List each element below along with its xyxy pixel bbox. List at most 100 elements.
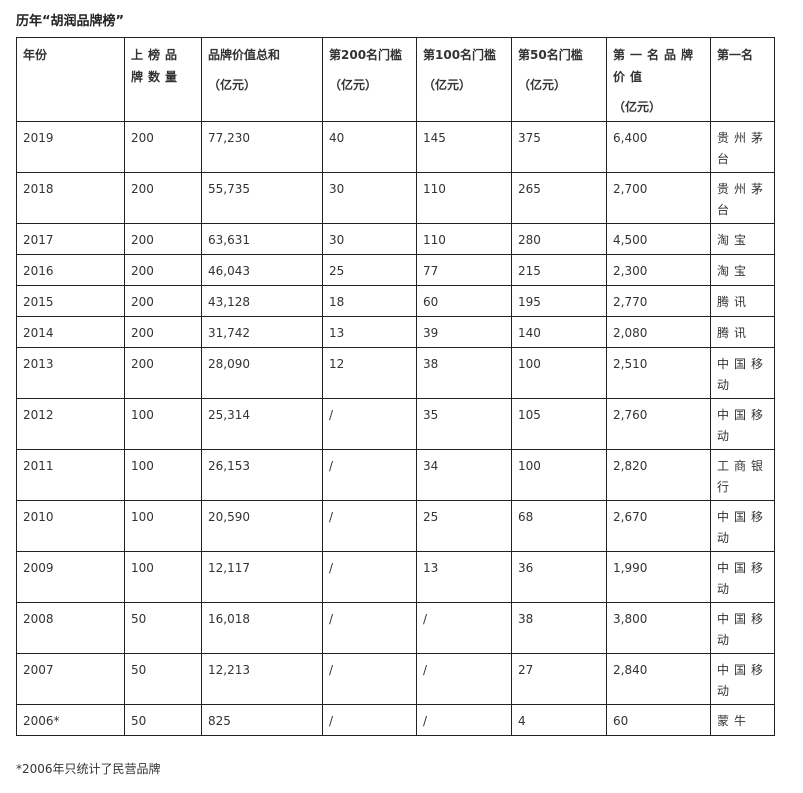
header-unit: （亿元） (208, 78, 257, 92)
table-cell: 2018 (16, 172, 125, 224)
table-cell: 38 (511, 602, 607, 654)
table-cell: 2006* (16, 704, 125, 736)
table-cell: 200 (124, 172, 202, 224)
table-cell: / (322, 398, 417, 450)
table-cell: 18 (322, 285, 417, 317)
table-row: 2006* 50 825//4 60 蒙牛 (16, 704, 775, 736)
table-cell: 28,090 (201, 347, 323, 399)
table-cell: 200 (124, 254, 202, 286)
table-cell: 280 (511, 223, 607, 255)
table-cell: 105 (511, 398, 607, 450)
table-cell: 2,840 (606, 653, 711, 705)
table-cell: 6,400 (606, 121, 711, 173)
table-cell: 110 (416, 172, 512, 224)
table-cell: 2014 (16, 316, 125, 348)
table-cell: 2010 (16, 500, 125, 552)
column-header: 品牌价值总和 （亿元） (201, 37, 323, 122)
column-header: 年份 (16, 37, 125, 122)
table-cell: 25 (416, 500, 512, 552)
header-label: 第一名 (717, 48, 754, 62)
table-cell: 825 (201, 704, 323, 736)
table-cell: 中国移动 (710, 347, 775, 399)
table-cell: 2,510 (606, 347, 711, 399)
header-label: 上榜品牌数量 (131, 48, 183, 84)
table-row: 2014 200 31,742 13 39 140 2,080 腾讯 (16, 316, 775, 348)
table-cell: 50 (124, 602, 202, 654)
page-title: 历年“胡润品牌榜” (16, 14, 125, 29)
header-label: 第一名品牌价值 (613, 48, 699, 84)
table-cell: 2008 (16, 602, 125, 654)
table-cell: 25 (322, 254, 417, 286)
table-row: 2009 100 12,117/13 36 1,990 中国移动 (16, 551, 775, 603)
table-cell: 蒙牛 (710, 704, 775, 736)
table-cell: 2,670 (606, 500, 711, 552)
table-cell: 腾讯 (710, 285, 775, 317)
table-row: 2013 200 28,090 12 38 100 2,510 中国移动 (16, 347, 775, 399)
header-unit: （亿元） (329, 78, 378, 92)
table-cell: 2017 (16, 223, 125, 255)
table-cell: 100 (124, 449, 202, 501)
table-cell: 375 (511, 121, 607, 173)
table-cell: 60 (606, 704, 711, 736)
table-cell: 4,500 (606, 223, 711, 255)
table-cell: 50 (124, 704, 202, 736)
column-header: 第100名门槛 （亿元） (416, 37, 512, 122)
table-cell: / (322, 449, 417, 501)
table-row: 2019 200 77,230 40 145 375 6,400 贵州茅台 (16, 121, 775, 173)
table-cell: 中国移动 (710, 653, 775, 705)
table-cell: 13 (416, 551, 512, 603)
table-cell: 4 (511, 704, 607, 736)
table-cell: 50 (124, 653, 202, 705)
table-cell: / (322, 602, 417, 654)
table-cell: 12,213 (201, 653, 323, 705)
table-cell: 12 (322, 347, 417, 399)
table-cell: 145 (416, 121, 512, 173)
table-cell: 36 (511, 551, 607, 603)
table-cell: 1,990 (606, 551, 711, 603)
table-cell: 25,314 (201, 398, 323, 450)
table-cell: 中国移动 (710, 551, 775, 603)
table-cell: 2016 (16, 254, 125, 286)
column-header: 第50名门槛 （亿元） (511, 37, 607, 122)
footnote: *2006年只统计了民营品牌 (16, 762, 161, 776)
table-cell: 2012 (16, 398, 125, 450)
table-cell: 39 (416, 316, 512, 348)
table-cell: 中国移动 (710, 500, 775, 552)
header-label: 第200名门槛 (329, 48, 403, 62)
table-cell: 100 (511, 449, 607, 501)
table-cell: 13 (322, 316, 417, 348)
table-cell: 200 (124, 223, 202, 255)
table-cell: 27 (511, 653, 607, 705)
table-cell: 100 (511, 347, 607, 399)
table-row: 2018 200 55,735 30 110 265 2,700 贵州茅台 (16, 172, 775, 224)
table-cell: / (322, 500, 417, 552)
table-cell: 77,230 (201, 121, 323, 173)
table-cell: 35 (416, 398, 512, 450)
column-header: 第200名门槛 （亿元） (322, 37, 417, 122)
table-cell: 215 (511, 254, 607, 286)
table-cell: 200 (124, 121, 202, 173)
table-cell: 淘宝 (710, 254, 775, 286)
table-cell: 2,300 (606, 254, 711, 286)
table-cell: 140 (511, 316, 607, 348)
table-row: 2011 100 26,153/34 100 2,820 工商银行 (16, 449, 775, 501)
table-cell: 31,742 (201, 316, 323, 348)
header-unit: （亿元） (518, 78, 567, 92)
table-cell: 2013 (16, 347, 125, 399)
table-cell: / (322, 551, 417, 603)
table-row: 2012 100 25,314/35 105 2,760 中国移动 (16, 398, 775, 450)
table-cell: 265 (511, 172, 607, 224)
table-cell: 200 (124, 285, 202, 317)
table-cell: 2019 (16, 121, 125, 173)
table-cell: 腾讯 (710, 316, 775, 348)
table-cell: 工商银行 (710, 449, 775, 501)
table-cell: 2,820 (606, 449, 711, 501)
table-cell: 40 (322, 121, 417, 173)
table-cell: 38 (416, 347, 512, 399)
column-header: 第一名品牌价值 （亿元） (606, 37, 711, 122)
table-cell: 195 (511, 285, 607, 317)
table-cell: 贵州茅台 (710, 172, 775, 224)
table-cell: / (322, 704, 417, 736)
table-cell: 55,735 (201, 172, 323, 224)
header-unit: （亿元） (423, 78, 472, 92)
